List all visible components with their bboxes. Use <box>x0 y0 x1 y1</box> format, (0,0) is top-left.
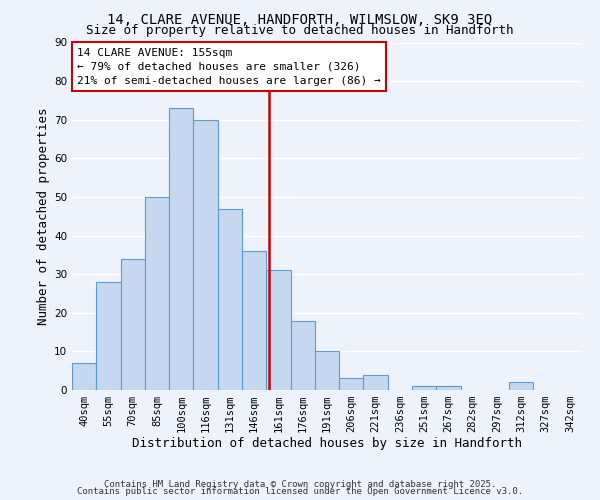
Bar <box>96 282 121 390</box>
Bar <box>436 386 461 390</box>
Bar <box>145 197 169 390</box>
Y-axis label: Number of detached properties: Number of detached properties <box>37 108 50 325</box>
Bar <box>339 378 364 390</box>
Bar <box>509 382 533 390</box>
X-axis label: Distribution of detached houses by size in Handforth: Distribution of detached houses by size … <box>132 436 522 450</box>
Text: Contains HM Land Registry data © Crown copyright and database right 2025.: Contains HM Land Registry data © Crown c… <box>104 480 496 489</box>
Bar <box>290 320 315 390</box>
Text: 14, CLARE AVENUE, HANDFORTH, WILMSLOW, SK9 3EQ: 14, CLARE AVENUE, HANDFORTH, WILMSLOW, S… <box>107 12 493 26</box>
Bar <box>218 208 242 390</box>
Bar <box>315 352 339 390</box>
Bar <box>193 120 218 390</box>
Bar <box>169 108 193 390</box>
Text: Contains public sector information licensed under the Open Government Licence v3: Contains public sector information licen… <box>77 487 523 496</box>
Bar <box>242 251 266 390</box>
Bar <box>72 363 96 390</box>
Bar <box>266 270 290 390</box>
Bar <box>121 258 145 390</box>
Bar <box>364 374 388 390</box>
Text: 14 CLARE AVENUE: 155sqm
← 79% of detached houses are smaller (326)
21% of semi-d: 14 CLARE AVENUE: 155sqm ← 79% of detache… <box>77 48 381 86</box>
Bar <box>412 386 436 390</box>
Text: Size of property relative to detached houses in Handforth: Size of property relative to detached ho… <box>86 24 514 37</box>
